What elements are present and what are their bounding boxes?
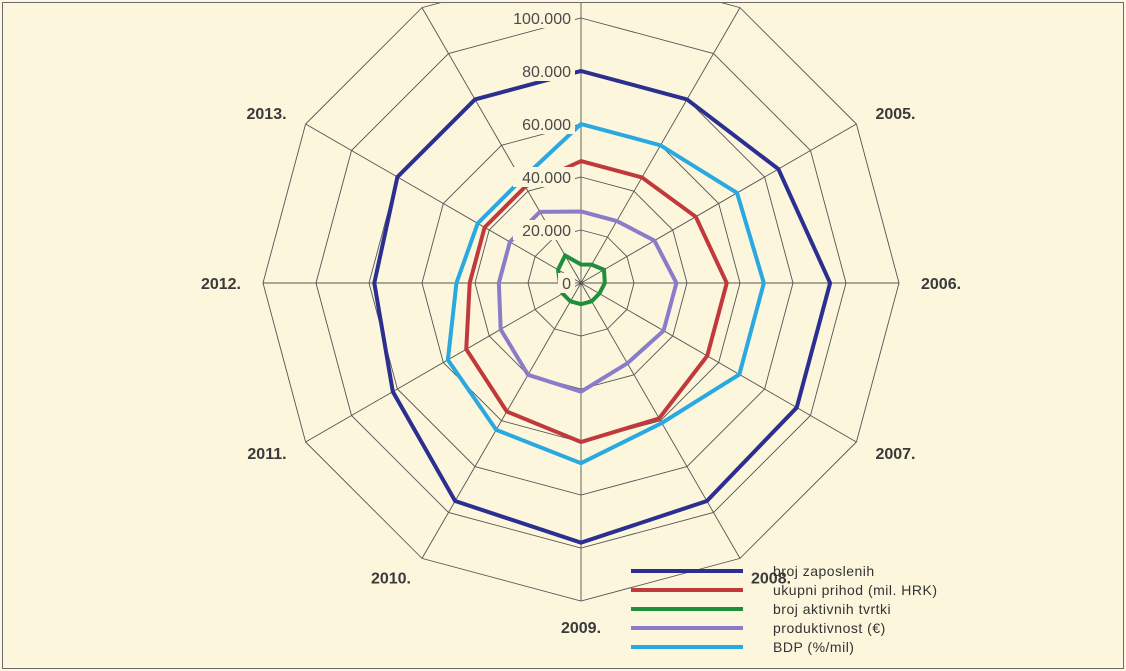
category-label: 2010.	[371, 570, 411, 587]
series-lines	[372, 68, 833, 545]
category-labels: 2003.2004.2005.2006.2007.2008.2009.2010.…	[201, 106, 961, 637]
legend-label: ukupni prihod (mil. HRK)	[773, 582, 938, 598]
grid-spoke	[580, 123, 857, 284]
legend-label: produktivnost (€)	[773, 620, 886, 636]
radar-chart-svg: 020.00040.00060.00080.000100.000120.000 …	[201, 3, 961, 655]
category-label: 2009.	[561, 620, 601, 637]
tick-label-bg	[513, 114, 575, 134]
tick-label-bg	[504, 8, 575, 28]
tick-label: 20.000	[522, 223, 571, 240]
grid-spoke	[580, 282, 857, 443]
grid	[262, 3, 900, 602]
category-label: 2006.	[921, 276, 961, 293]
grid-spoke	[305, 123, 582, 284]
category-label: 2005.	[875, 106, 915, 123]
legend-label: BDP (%/mil)	[773, 639, 854, 655]
tick-label-bg	[513, 167, 575, 187]
category-label: 2011.	[247, 446, 286, 463]
tick-label-bg	[558, 273, 575, 293]
grid-spoke	[305, 282, 582, 443]
category-label: 2007.	[875, 446, 915, 463]
tick-label: 80.000	[522, 64, 571, 81]
series-line-produktivnost	[496, 209, 679, 394]
legend: broj zaposlenih ukupni prihod (mil. HRK) b…	[631, 563, 938, 655]
series-line-broj	[555, 252, 607, 307]
series-line-bdp	[445, 121, 766, 466]
legend-label: broj aktivnih tvrtki	[773, 601, 891, 617]
category-label: 2013.	[247, 106, 287, 123]
tick-label: 0	[562, 276, 571, 293]
tick-label: 60.000	[522, 117, 571, 134]
grid-spoke	[580, 282, 741, 559]
tick-label-bg	[513, 220, 575, 240]
series-line-broj	[372, 68, 833, 545]
legend-label: broj zaposlenih	[773, 563, 875, 579]
series-line-ukupni	[464, 158, 729, 445]
tick-label-bg	[513, 61, 575, 81]
category-label: 2008.	[751, 570, 791, 587]
grid-spoke	[421, 282, 582, 559]
tick-label: 40.000	[522, 170, 571, 187]
category-label: 2012.	[201, 276, 241, 293]
tick-label: 100.000	[513, 11, 571, 28]
